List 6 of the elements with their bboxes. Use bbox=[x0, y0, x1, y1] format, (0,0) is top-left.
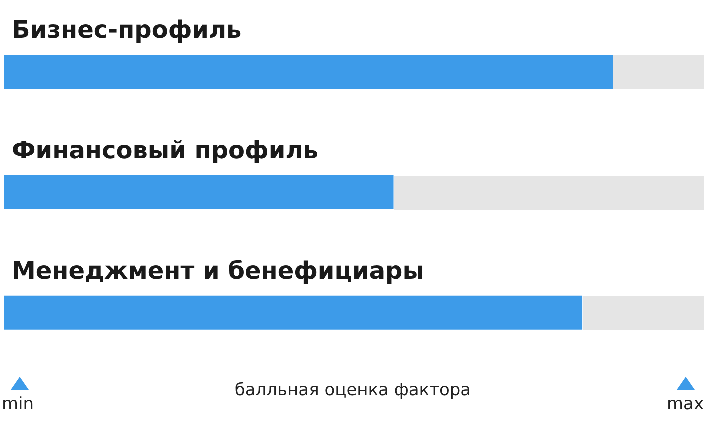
y-tick-label: Бизнес-профиль bbox=[12, 16, 242, 44]
y-tick-label: Менеджмент и бенефициары bbox=[12, 256, 424, 285]
text: min bbox=[2, 394, 34, 414]
x-axis-title: балльная оценка фактора bbox=[234, 380, 472, 400]
y-tick-label: Финансовый профиль bbox=[12, 136, 318, 164]
text: max bbox=[666, 394, 704, 414]
